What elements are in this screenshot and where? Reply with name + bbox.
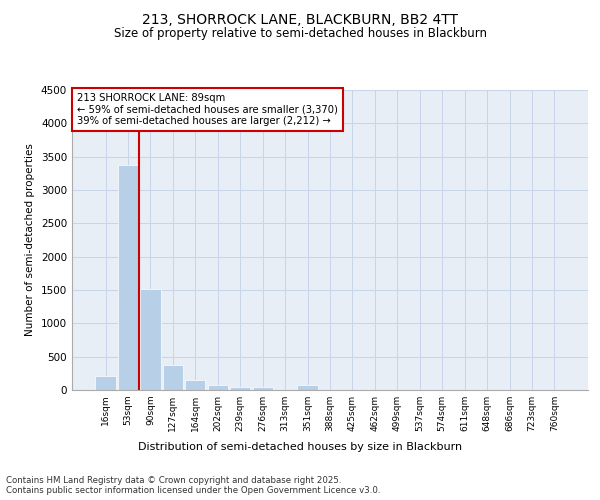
Bar — [185, 380, 205, 390]
Bar — [230, 386, 250, 390]
Text: 213, SHORROCK LANE, BLACKBURN, BB2 4TT: 213, SHORROCK LANE, BLACKBURN, BB2 4TT — [142, 12, 458, 26]
Text: Size of property relative to semi-detached houses in Blackburn: Size of property relative to semi-detach… — [113, 28, 487, 40]
Text: 213 SHORROCK LANE: 89sqm
← 59% of semi-detached houses are smaller (3,370)
39% o: 213 SHORROCK LANE: 89sqm ← 59% of semi-d… — [77, 93, 338, 126]
Bar — [95, 376, 116, 390]
Y-axis label: Number of semi-detached properties: Number of semi-detached properties — [25, 144, 35, 336]
Text: Contains HM Land Registry data © Crown copyright and database right 2025.
Contai: Contains HM Land Registry data © Crown c… — [6, 476, 380, 495]
Text: Distribution of semi-detached houses by size in Blackburn: Distribution of semi-detached houses by … — [138, 442, 462, 452]
Bar — [298, 385, 317, 390]
Bar — [208, 385, 228, 390]
Bar — [253, 386, 273, 390]
Bar — [140, 290, 161, 390]
Bar — [163, 364, 183, 390]
Bar — [118, 166, 138, 390]
